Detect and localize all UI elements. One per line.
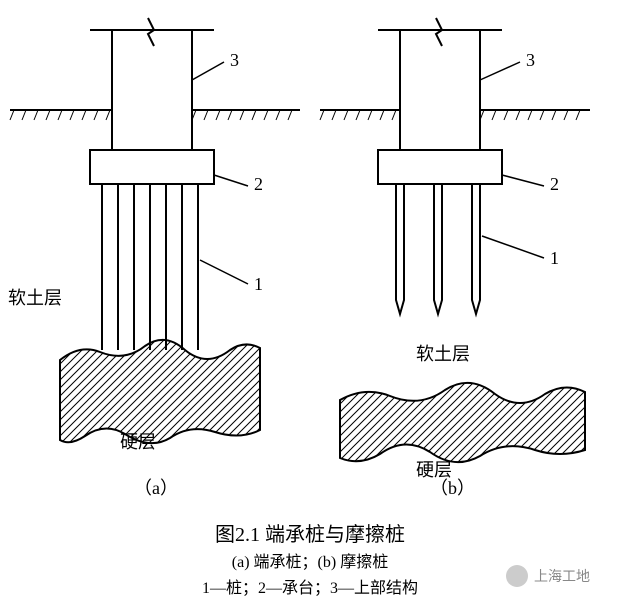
panel-a-label: （a） [134,478,178,498]
panel-b: 3 2 1 软土层 硬层 （b） [320,18,590,498]
callout-1-b: 1 [550,248,559,268]
callout-3-b: 3 [526,50,535,70]
diagram-svg: 3 2 1 软土层 硬层 （a） 3 2 [0,0,620,500]
soft-soil-label-b: 软土层 [416,344,470,364]
hard-layer-label-b: 硬层 [416,460,452,480]
callout-1-a: 1 [254,274,263,294]
panel-a: 3 2 1 软土层 硬层 （a） [8,18,300,498]
callout-2-a: 2 [254,174,263,194]
callout-3-a: 3 [230,50,239,70]
soft-soil-label-a: 软土层 [8,288,62,308]
callout-2-b: 2 [550,174,559,194]
figure-title: 图2.1 端承桩与摩擦桩 [0,518,620,547]
watermark-logo-icon [506,565,528,587]
watermark-text: 上海工地 [534,566,590,586]
hard-layer-label-a: 硬层 [120,432,156,452]
panel-b-label: （b） [430,478,475,498]
watermark: 上海工地 [506,565,590,587]
